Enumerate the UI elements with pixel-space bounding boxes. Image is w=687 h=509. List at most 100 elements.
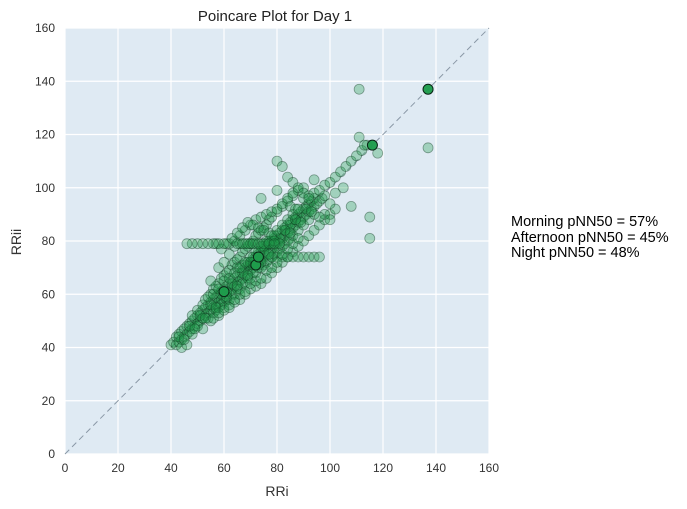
data-point bbox=[181, 238, 193, 250]
data-point bbox=[303, 192, 315, 204]
data-point bbox=[282, 227, 294, 239]
data-point bbox=[268, 232, 280, 244]
data-point bbox=[329, 187, 341, 199]
data-point bbox=[279, 230, 291, 242]
data-point bbox=[210, 299, 222, 311]
data-point bbox=[372, 147, 384, 159]
data-point bbox=[205, 288, 217, 300]
data-point bbox=[181, 328, 193, 340]
x-tick-label: 120 bbox=[373, 461, 393, 475]
data-point bbox=[242, 240, 254, 252]
data-point bbox=[178, 331, 190, 343]
data-point bbox=[229, 296, 241, 308]
data-point bbox=[234, 283, 246, 295]
data-point bbox=[276, 198, 288, 210]
data-point bbox=[221, 267, 233, 279]
data-point bbox=[213, 278, 225, 290]
data-point bbox=[226, 259, 238, 271]
data-point bbox=[245, 238, 256, 250]
data-point bbox=[197, 312, 209, 324]
data-point bbox=[218, 304, 230, 316]
data-point bbox=[197, 323, 209, 335]
data-point bbox=[263, 227, 275, 239]
data-point bbox=[239, 238, 251, 250]
morning-pnn50-text: Morning pNN50 = 57% bbox=[511, 214, 659, 230]
data-point bbox=[313, 195, 325, 207]
data-point bbox=[284, 200, 296, 212]
data-point bbox=[268, 240, 280, 252]
data-point bbox=[237, 246, 248, 258]
data-point bbox=[231, 283, 243, 295]
data-point bbox=[226, 275, 238, 287]
data-point bbox=[223, 264, 235, 276]
data-point bbox=[292, 182, 304, 194]
data-point bbox=[292, 240, 304, 252]
data-point bbox=[284, 224, 296, 236]
data-point bbox=[263, 238, 275, 250]
data-point bbox=[215, 272, 227, 284]
data-point bbox=[258, 224, 270, 236]
data-point bbox=[186, 315, 198, 327]
data-point bbox=[229, 280, 241, 292]
data-point bbox=[274, 235, 286, 247]
data-point bbox=[353, 83, 365, 95]
data-point bbox=[245, 283, 256, 295]
data-point bbox=[255, 272, 267, 284]
data-point bbox=[168, 336, 180, 348]
y-tick-label: 40 bbox=[42, 341, 56, 355]
data-point bbox=[260, 272, 272, 284]
data-point bbox=[239, 243, 251, 255]
data-point bbox=[266, 235, 278, 247]
data-point bbox=[207, 288, 219, 300]
data-point bbox=[287, 238, 299, 250]
data-point bbox=[284, 227, 296, 239]
data-point bbox=[271, 224, 283, 236]
data-point bbox=[295, 214, 307, 226]
data-point bbox=[207, 294, 219, 305]
data-point bbox=[311, 198, 323, 210]
data-point bbox=[274, 227, 286, 239]
data-point bbox=[202, 312, 214, 324]
data-point bbox=[282, 192, 294, 204]
data-point bbox=[282, 251, 294, 263]
data-point bbox=[229, 288, 241, 300]
data-point bbox=[364, 211, 376, 223]
data-point bbox=[192, 304, 203, 316]
data-point bbox=[308, 224, 320, 236]
data-point bbox=[255, 238, 267, 250]
data-point bbox=[260, 256, 272, 268]
data-point bbox=[200, 302, 211, 313]
data-point bbox=[213, 262, 225, 274]
data-point bbox=[258, 238, 270, 250]
data-point bbox=[213, 310, 225, 321]
data-point bbox=[192, 318, 203, 329]
data-point bbox=[298, 219, 309, 231]
data-point bbox=[266, 262, 278, 274]
data-point bbox=[197, 312, 209, 324]
data-point bbox=[268, 235, 280, 247]
data-point bbox=[351, 150, 362, 162]
data-point bbox=[324, 198, 336, 210]
data-point bbox=[250, 280, 262, 292]
data-point bbox=[274, 232, 286, 244]
data-point bbox=[290, 214, 301, 226]
data-point bbox=[223, 248, 235, 260]
data-point bbox=[306, 206, 317, 218]
data-point bbox=[308, 251, 320, 263]
data-point bbox=[335, 166, 347, 178]
data-point bbox=[194, 310, 206, 321]
data-point bbox=[282, 171, 294, 183]
x-tick-label: 80 bbox=[270, 461, 284, 475]
data-point bbox=[266, 206, 278, 218]
data-point bbox=[223, 272, 235, 284]
data-point bbox=[250, 230, 262, 242]
data-point bbox=[237, 272, 248, 284]
data-point bbox=[242, 238, 254, 250]
data-point bbox=[223, 278, 235, 290]
data-point bbox=[226, 278, 238, 290]
data-point bbox=[258, 240, 270, 252]
data-point bbox=[292, 208, 304, 220]
afternoon-pnn50-text: Afternoon pNN50 = 45% bbox=[511, 229, 669, 246]
data-point bbox=[231, 238, 243, 250]
